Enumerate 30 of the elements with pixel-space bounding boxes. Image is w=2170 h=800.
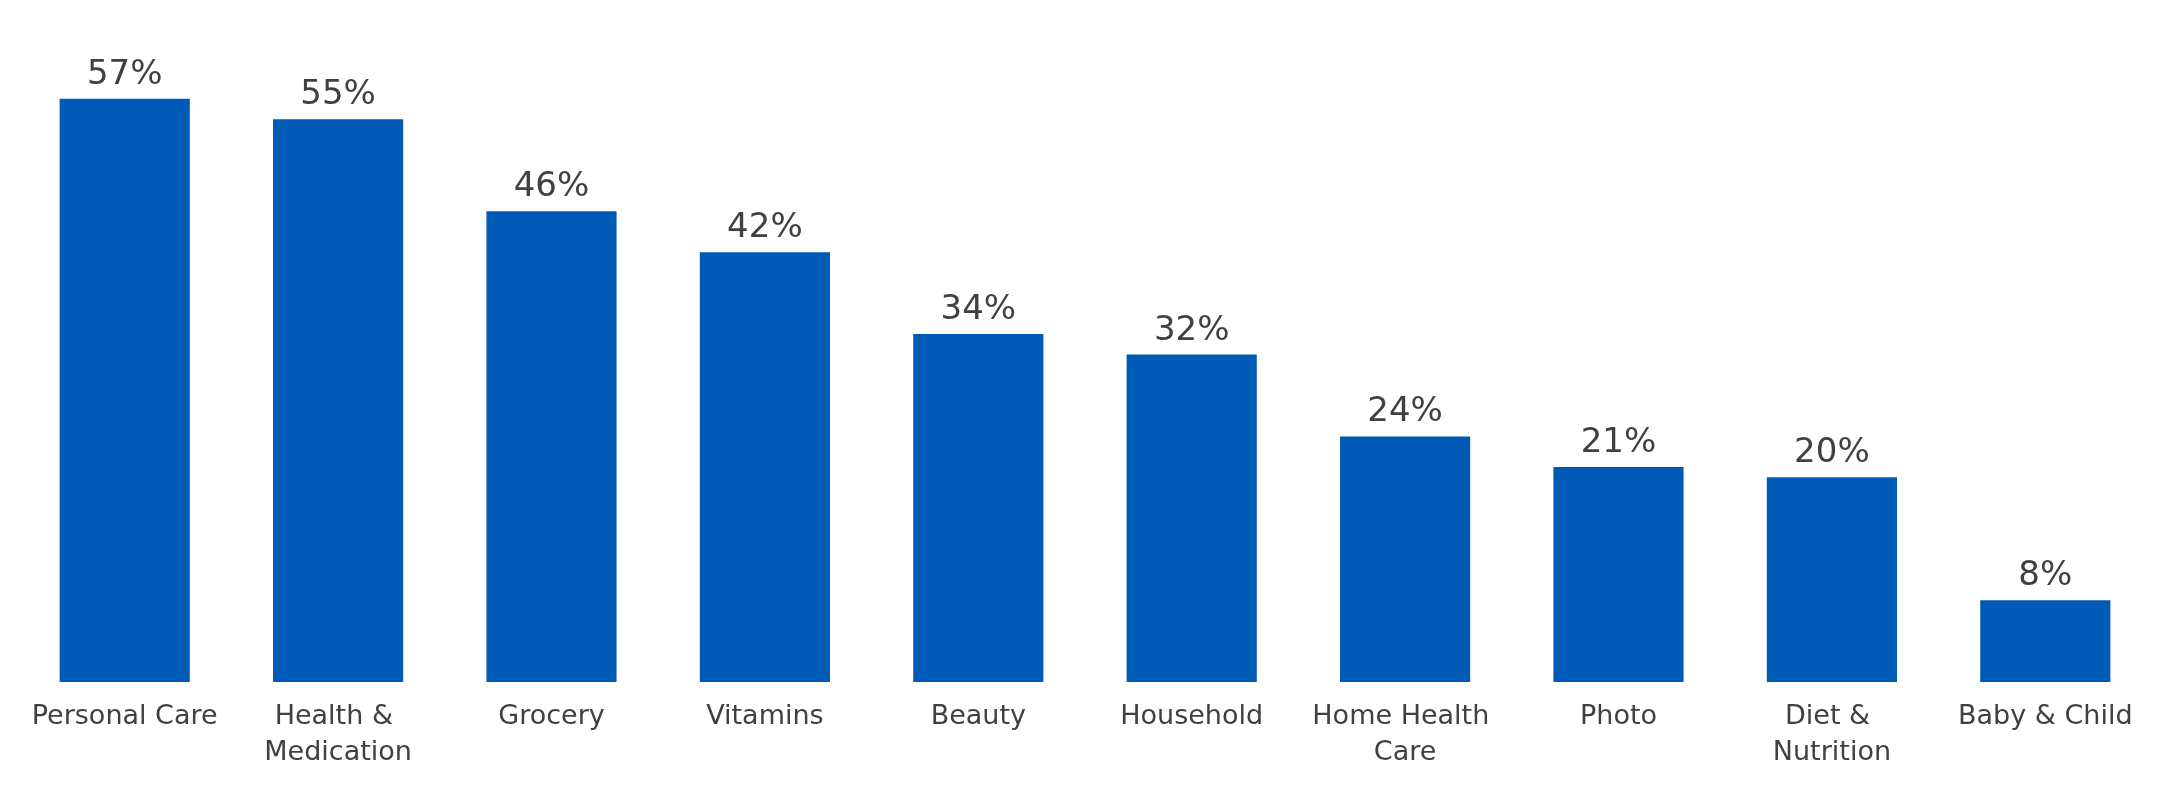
x-tick-label: Household (1120, 698, 1264, 730)
bar (1126, 354, 1257, 682)
bar (1340, 436, 1471, 682)
data-label: 20% (1794, 430, 1870, 471)
data-label: 42% (727, 205, 803, 246)
bar (699, 252, 830, 682)
bar (913, 334, 1044, 682)
x-tick-label: Home Health Care (1312, 698, 1498, 766)
x-tick-label: Photo (1579, 698, 1658, 730)
data-label: 46% (513, 164, 590, 205)
data-label: 32% (1153, 307, 1230, 348)
data-label: 34% (940, 287, 1017, 328)
bar (1980, 600, 2111, 682)
x-tick-label: Diet & Nutrition (1772, 698, 1892, 766)
x-tick-label: Personal Care (31, 698, 218, 730)
x-tick-label: Beauty (930, 698, 1026, 730)
data-label: 24% (1367, 389, 1443, 430)
bar (1553, 467, 1684, 682)
x-tick-label: Vitamins (706, 698, 824, 730)
bar (59, 98, 190, 682)
data-label: 55% (300, 72, 376, 113)
data-label: 8% (2018, 553, 2073, 594)
bar (1766, 477, 1897, 682)
bar (273, 119, 404, 682)
x-tick-label: Health & Medication (264, 698, 412, 766)
bar (486, 211, 617, 682)
x-tick-label: Grocery (498, 698, 605, 730)
data-label: 57% (86, 51, 163, 92)
data-label: 21% (1580, 420, 1657, 461)
x-tick-label: Baby & Child (1958, 698, 2133, 730)
